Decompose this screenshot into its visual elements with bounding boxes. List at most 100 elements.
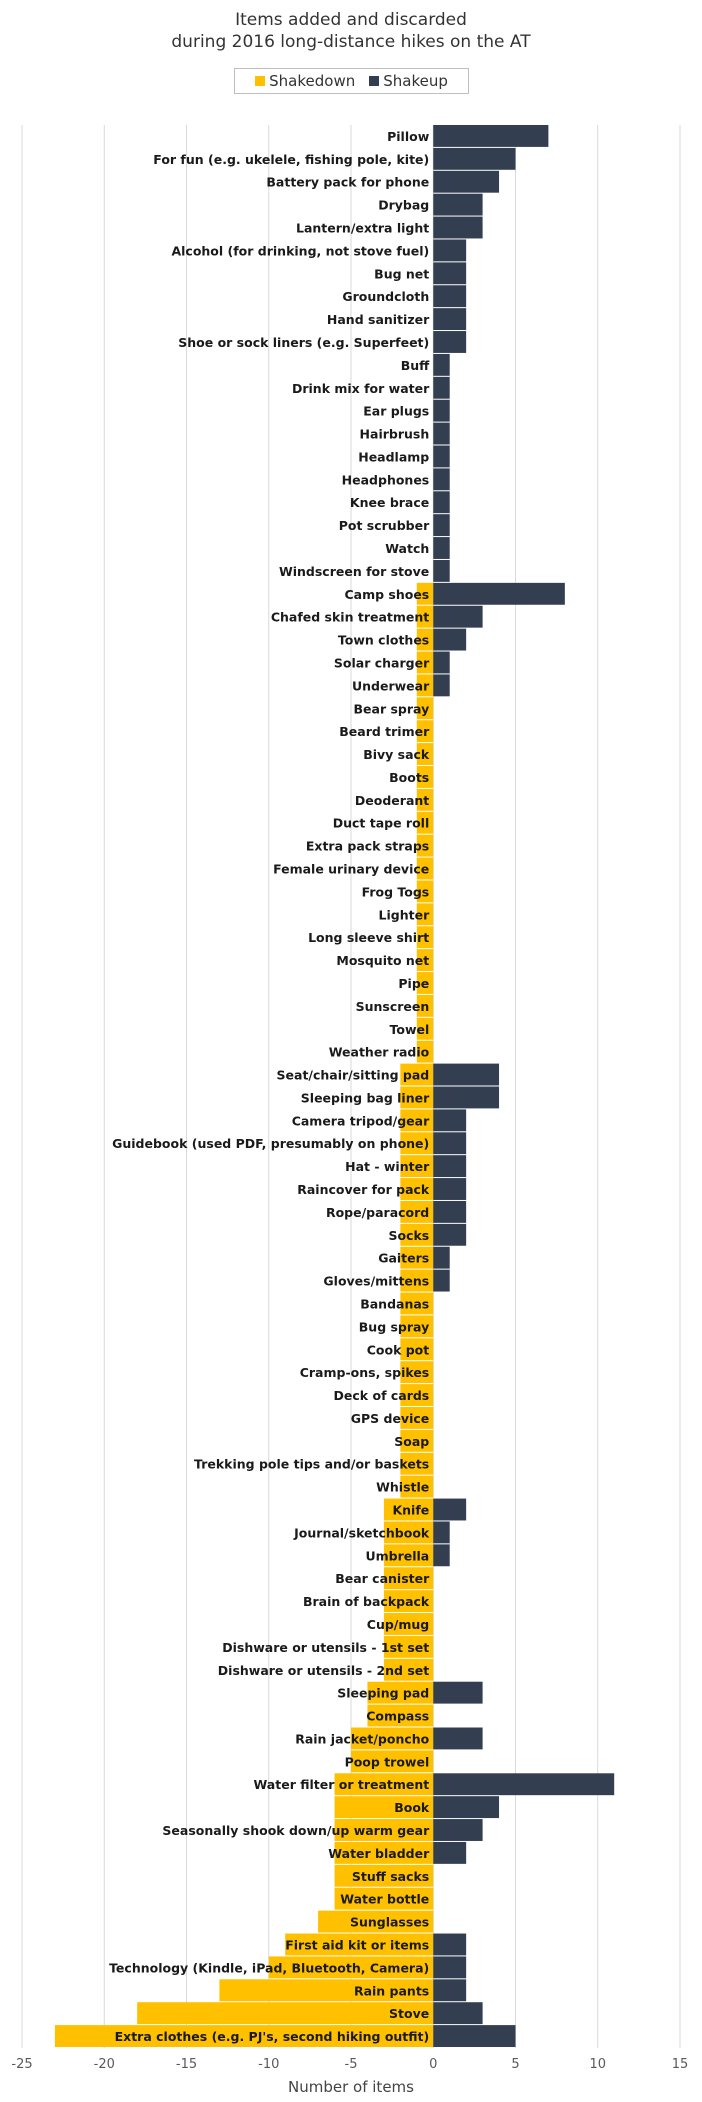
category-label-60: Knife bbox=[392, 1503, 429, 1518]
category-label-35: Long sleeve shirt bbox=[308, 930, 429, 945]
bar-shakeup-21 bbox=[433, 605, 483, 628]
bar-shakedown-66 bbox=[383, 1635, 434, 1658]
category-label-77: Water bottle bbox=[340, 1892, 429, 1907]
category-label-33: Frog Togs bbox=[362, 884, 430, 899]
category-label-42: Sleeping bag liner bbox=[301, 1090, 430, 1105]
bar-shakeup-1 bbox=[433, 147, 516, 170]
x-tick-label-0: -25 bbox=[11, 2057, 32, 2072]
bar-shakedown-70 bbox=[351, 1727, 434, 1750]
bar-shakedown-33 bbox=[416, 880, 434, 903]
bar-shakedown-47 bbox=[400, 1200, 434, 1223]
bar-shakedown-37 bbox=[416, 972, 434, 994]
bar-shakedown-27 bbox=[416, 743, 434, 765]
category-label-66: Dishware or utensils - 1st set bbox=[222, 1640, 429, 1655]
bar-shakedown-26 bbox=[416, 720, 434, 743]
category-label-37: Pipe bbox=[398, 976, 429, 991]
bar-shakeup-5 bbox=[433, 239, 467, 262]
bar-shakedown-49 bbox=[400, 1246, 434, 1269]
bar-shakeup-80 bbox=[433, 1956, 467, 1979]
category-label-16: Knee brace bbox=[350, 495, 429, 510]
category-label-54: Cramp-ons, spikes bbox=[300, 1365, 430, 1380]
bar-shakedown-52 bbox=[400, 1315, 434, 1338]
chart-title-line2: during 2016 long-distance hikes on the A… bbox=[171, 32, 531, 52]
category-label-6: Bug net bbox=[374, 266, 429, 281]
category-label-63: Bear canister bbox=[335, 1571, 430, 1586]
category-label-8: Hand sanitizer bbox=[327, 312, 430, 327]
bar-shakedown-51 bbox=[400, 1292, 434, 1315]
category-label-78: Sunglasses bbox=[350, 1915, 429, 1930]
bar-shakeup-42 bbox=[433, 1086, 500, 1109]
category-label-76: Stuff sacks bbox=[352, 1869, 429, 1884]
category-label-10: Buff bbox=[401, 358, 430, 373]
bar-shakeup-7 bbox=[433, 285, 467, 308]
x-tick-label-4: -5 bbox=[345, 2057, 358, 2072]
category-label-64: Brain of backpack bbox=[303, 1594, 430, 1609]
bar-shakeup-14 bbox=[433, 445, 450, 468]
category-label-71: Poop trowel bbox=[345, 1754, 430, 1769]
bar-shakedown-40 bbox=[416, 1040, 434, 1063]
category-label-82: Stove bbox=[389, 2006, 429, 2021]
bar-shakedown-38 bbox=[416, 994, 434, 1017]
bar-shakedown-31 bbox=[416, 834, 434, 857]
bar-shakedown-60 bbox=[383, 1498, 434, 1521]
legend-entry-shakeup: Shakeup bbox=[369, 72, 448, 90]
bar-shakedown-46 bbox=[400, 1178, 434, 1200]
bar-shakeup-19 bbox=[433, 559, 450, 582]
bar-shakeup-4 bbox=[433, 216, 483, 239]
bar-shakedown-58 bbox=[400, 1452, 434, 1475]
category-label-80: Technology (Kindle, iPad, Bluetooth, Cam… bbox=[109, 1960, 429, 1975]
x-tick-label-7: 10 bbox=[589, 2057, 606, 2072]
bar-shakeup-75 bbox=[433, 1841, 467, 1864]
category-label-31: Extra pack straps bbox=[306, 839, 429, 854]
category-label-49: Gaiters bbox=[378, 1251, 429, 1266]
bar-shakeup-3 bbox=[433, 193, 483, 216]
x-tick-label-3: -10 bbox=[258, 2057, 279, 2072]
category-label-30: Duct tape roll bbox=[333, 816, 430, 831]
category-label-45: Hat - winter bbox=[345, 1159, 430, 1174]
category-label-13: Hairbrush bbox=[360, 427, 430, 442]
bar-shakedown-80 bbox=[268, 1956, 434, 1979]
bar-shakedown-44 bbox=[400, 1132, 434, 1155]
bar-shakeup-12 bbox=[433, 399, 450, 422]
category-label-24: Underwear bbox=[352, 678, 430, 693]
bar-shakeup-46 bbox=[433, 1178, 467, 1200]
category-label-29: Deoderant bbox=[355, 793, 429, 808]
category-label-69: Compass bbox=[366, 1709, 429, 1724]
category-label-65: Cup/mug bbox=[367, 1617, 429, 1632]
category-label-74: Seasonally shook down/up warm gear bbox=[162, 1823, 430, 1838]
category-label-46: Raincover for pack bbox=[297, 1182, 430, 1197]
bar-shakeup-20 bbox=[433, 582, 565, 605]
category-label-57: Soap bbox=[394, 1434, 429, 1449]
category-label-19: Windscreen for stove bbox=[279, 564, 429, 579]
bar-shakeup-15 bbox=[433, 468, 450, 491]
category-label-41: Seat/chair/sitting pad bbox=[277, 1068, 430, 1083]
category-label-55: Deck of cards bbox=[334, 1388, 430, 1403]
category-label-3: Drybag bbox=[378, 198, 429, 213]
bar-shakedown-64 bbox=[383, 1590, 434, 1613]
bar-shakeup-73 bbox=[433, 1796, 500, 1819]
bar-shakedown-20 bbox=[416, 582, 434, 605]
x-tick-label-5: 0 bbox=[429, 2057, 437, 2072]
bar-shakedown-25 bbox=[416, 697, 434, 720]
bar-shakedown-50 bbox=[400, 1269, 434, 1292]
bar-shakeup-6 bbox=[433, 262, 467, 285]
bar-shakedown-63 bbox=[383, 1567, 434, 1590]
bar-shakedown-21 bbox=[416, 605, 434, 628]
bar-shakedown-74 bbox=[334, 1819, 434, 1841]
x-tick-label-8: 15 bbox=[672, 2057, 689, 2072]
bar-shakedown-28 bbox=[416, 766, 434, 788]
bar-shakedown-53 bbox=[400, 1338, 434, 1361]
category-label-23: Solar charger bbox=[334, 655, 430, 670]
bar-shakedown-76 bbox=[334, 1864, 434, 1887]
bar-shakeup-60 bbox=[433, 1498, 467, 1521]
category-label-43: Camera tripod/gear bbox=[292, 1113, 430, 1128]
category-label-72: Water filter or treatment bbox=[253, 1777, 429, 1792]
bar-shakedown-36 bbox=[416, 949, 434, 972]
bar-shakeup-45 bbox=[433, 1155, 467, 1178]
bar-shakedown-83 bbox=[54, 2025, 434, 2047]
bar-shakedown-75 bbox=[334, 1841, 434, 1864]
legend-label-shakedown: Shakedown bbox=[269, 72, 356, 90]
category-label-53: Cook pot bbox=[367, 1342, 430, 1357]
bar-shakeup-9 bbox=[433, 331, 467, 353]
category-label-38: Sunscreen bbox=[356, 999, 430, 1014]
